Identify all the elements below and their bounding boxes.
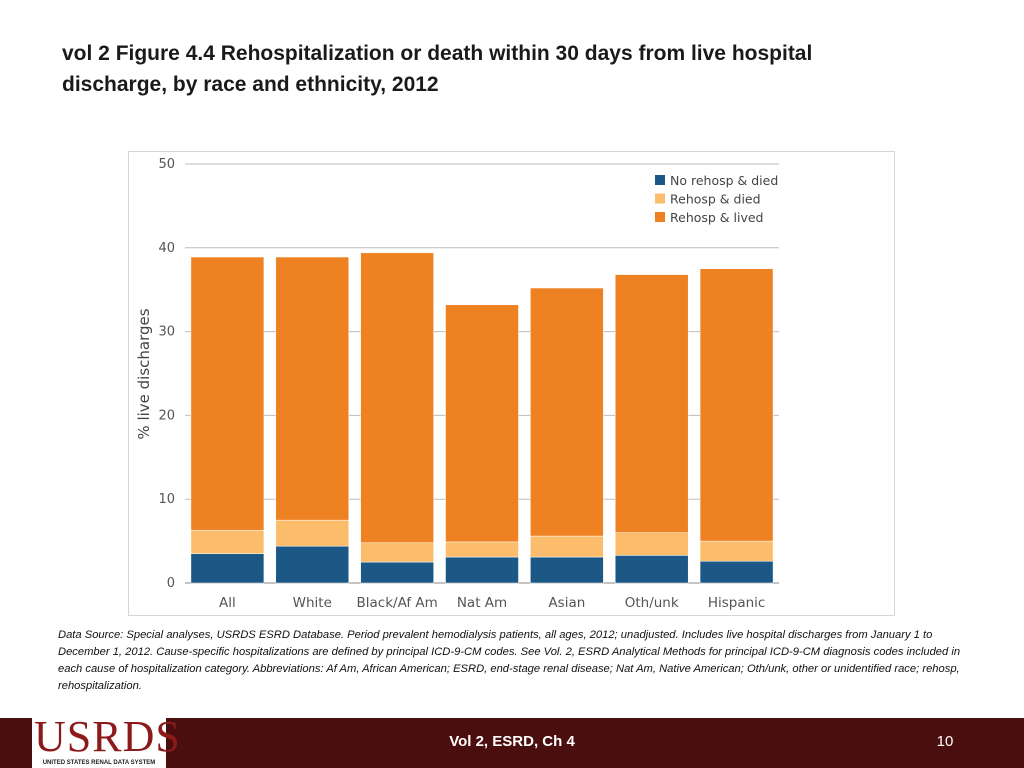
- y-tick-label: 10: [158, 492, 175, 507]
- bar-white-series-3: [275, 256, 350, 521]
- chart-labels: 0 10 20 30 40 50 All White Black/Af Am Nat Am Asia…: [158, 157, 765, 611]
- x-category-label: Oth/unk: [625, 595, 679, 611]
- legend-label: Rehosp & died: [670, 192, 761, 207]
- bar-hispanic-series-1: [699, 560, 774, 584]
- y-tick-label: 20: [158, 408, 175, 423]
- legend-label: Rehosp & lived: [670, 210, 764, 225]
- legend-label: No rehosp & died: [670, 173, 778, 188]
- logo-subtitle: UNITED STATES RENAL DATA SYSTEM: [42, 760, 156, 766]
- y-tick-label: 40: [158, 241, 175, 256]
- chart-bars: [190, 252, 774, 584]
- bar-black-af-am-series-3: [360, 252, 434, 544]
- x-category-label: Nat Am: [457, 595, 507, 611]
- legend-swatch: [655, 175, 665, 185]
- y-tick-label: 30: [158, 325, 175, 340]
- logo-wordmark: USRDS: [34, 712, 181, 761]
- x-category-label: White: [293, 595, 332, 611]
- bar-nat-am-series-1: [445, 556, 519, 584]
- bar-white-series-1: [275, 545, 350, 584]
- slide-title: vol 2 Figure 4.4 Rehospitalization or de…: [62, 42, 813, 96]
- bar-all-series-2: [190, 529, 265, 554]
- bar-oth-unk-series-2: [614, 532, 689, 556]
- bar-all-series-1: [190, 553, 265, 584]
- bar-all-series-3: [190, 256, 265, 531]
- page-number: 10: [936, 733, 954, 750]
- y-tick-label: 0: [167, 576, 175, 591]
- legend-swatch: [655, 212, 665, 222]
- data-source-note: Data Source: Special analyses, USRDS ESR…: [58, 629, 961, 692]
- legend-swatch: [655, 193, 665, 204]
- bar-oth-unk-series-3: [614, 274, 689, 533]
- y-tick-label: 50: [158, 157, 175, 172]
- chart-frame: 0 10 20 30 40 50 All White Black/Af Am Nat Am Asia…: [128, 151, 895, 616]
- y-axis-title: % live discharges: [135, 308, 153, 439]
- bar-black-af-am-series-1: [360, 561, 434, 584]
- bar-nat-am-series-3: [445, 304, 519, 543]
- chart-legend: No rehosp & died Rehosp & died Rehosp & li…: [655, 173, 778, 225]
- stacked-bar-chart: 0 10 20 30 40 50 All White Black/Af Am Nat Am Asia…: [135, 157, 779, 611]
- bar-asian-series-1: [530, 556, 604, 584]
- x-category-label: Hispanic: [708, 595, 766, 611]
- footer-bar: [0, 718, 1024, 768]
- bar-hispanic-series-3: [699, 268, 774, 542]
- bar-oth-unk-series-1: [614, 555, 689, 584]
- x-category-label: All: [219, 595, 236, 611]
- x-category-label: Asian: [548, 595, 585, 611]
- x-category-label: Black/Af Am: [357, 595, 438, 611]
- bar-hispanic-series-2: [699, 540, 774, 562]
- bar-asian-series-3: [530, 287, 604, 537]
- bar-nat-am-series-2: [445, 541, 519, 558]
- usrds-logo: USRDS UNITED STATES RENAL DATA SYSTEM: [32, 712, 181, 768]
- bar-asian-series-2: [530, 535, 604, 558]
- footer-section-label: Vol 2, ESRD, Ch 4: [449, 733, 575, 750]
- bar-white-series-2: [275, 519, 350, 547]
- bar-black-af-am-series-2: [360, 542, 434, 563]
